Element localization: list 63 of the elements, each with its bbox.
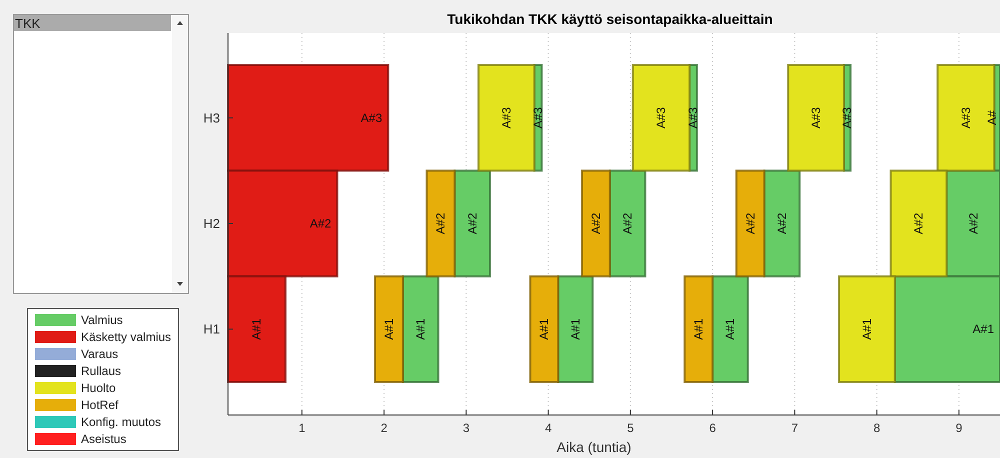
bar — [426, 170, 456, 278]
annotation: A# — [985, 110, 999, 126]
annotation: A#3 — [531, 106, 546, 129]
annotation: A#2 — [465, 212, 480, 234]
annotation: A#1 — [250, 318, 264, 340]
annotation: A#1 — [382, 318, 396, 340]
bar — [580, 170, 611, 278]
y-tick-label: H1 — [203, 322, 220, 337]
x-tick-label: 1 — [298, 421, 306, 435]
x-tick-label: 9 — [956, 421, 963, 435]
annotation: A#3 — [654, 106, 668, 129]
annotation: A#2 — [743, 212, 758, 234]
text: TKK — [15, 16, 41, 31]
bar — [454, 170, 491, 278]
annotation: A#2 — [310, 216, 332, 230]
legend-label: Valmius — [81, 313, 123, 327]
x-axis-title: Aika (tuntia) — [556, 439, 632, 455]
x-tick-label: 8 — [873, 421, 880, 435]
x-tick-label: 3 — [462, 421, 470, 435]
annotation: A#2 — [912, 212, 926, 234]
legend-label: Varaus — [81, 347, 118, 361]
chart-title: Tukikohdan TKK käyttö seisontapaikka-alueittain — [447, 11, 773, 27]
legend-label: Aseistus — [81, 432, 126, 446]
legend-label: HotRef — [81, 398, 120, 412]
annotation: A#2 — [774, 212, 789, 234]
legend-label: Huolto — [81, 381, 116, 395]
bar — [557, 275, 594, 383]
annotation: A#1 — [692, 318, 706, 340]
bar — [735, 170, 766, 278]
annotation: A#1 — [860, 318, 874, 340]
annotation: A#2 — [588, 212, 603, 234]
x-tick-label: 6 — [709, 421, 716, 435]
x-tick-label: 4 — [544, 421, 552, 435]
annotation: A#3 — [809, 106, 824, 129]
annotation: A#1 — [972, 322, 994, 336]
bar — [712, 275, 749, 383]
x-tick-label: 5 — [627, 421, 634, 435]
bar — [684, 275, 714, 383]
annotation: A#1 — [723, 318, 738, 340]
legend-label: Käsketty valmius — [81, 330, 172, 344]
legend-label: Rullaus — [81, 364, 122, 378]
annotation: A#3 — [499, 106, 514, 129]
annotation: A#3 — [840, 106, 854, 129]
annotation: A#2 — [434, 212, 448, 234]
annotation: A#1 — [568, 318, 582, 340]
annotation: A#2 — [620, 212, 635, 234]
bar — [402, 275, 440, 383]
annotation: A#3 — [958, 106, 973, 129]
bar — [477, 64, 536, 172]
bar — [608, 170, 646, 278]
bar — [763, 170, 801, 278]
annotation: A#3 — [686, 106, 700, 129]
y-tick-label: H3 — [203, 110, 220, 126]
annotation: A#1 — [414, 318, 428, 340]
x-tick-label: 7 — [791, 421, 798, 435]
y-tick-label: H2 — [203, 216, 220, 231]
bar — [529, 275, 560, 383]
annotation: A#1 — [537, 318, 552, 340]
annotation: A#2 — [966, 212, 980, 234]
annotation: A#3 — [360, 110, 382, 125]
x-tick-label: 2 — [380, 421, 388, 435]
legend-label: Konfig. muutos — [81, 415, 162, 429]
bar — [374, 275, 404, 383]
